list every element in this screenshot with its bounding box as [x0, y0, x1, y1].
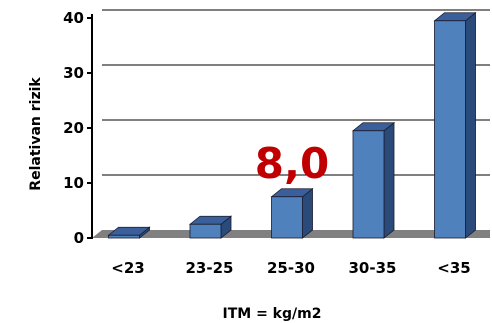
x-tick-label-2: 25-30: [267, 259, 315, 277]
x-tick-labels: <23 23-25 25-30 30-35 <35: [111, 259, 470, 277]
bar-3: [351, 121, 396, 239]
x-tick-label-3: 30-35: [349, 259, 397, 277]
x-tick-label-1: 23-25: [186, 259, 234, 277]
bar-front-1: [189, 223, 222, 239]
bar-4: [433, 11, 477, 239]
bar-front-0: [108, 234, 140, 239]
bar-side-4: [465, 11, 476, 239]
y-tick-label-30: 30: [63, 64, 84, 82]
bar-0: [107, 226, 151, 239]
bar-side-3: [383, 121, 395, 239]
bar-2: [270, 187, 314, 239]
bar-side-2: [302, 187, 313, 239]
y-axis-title: Relativan rizik: [28, 77, 44, 191]
x-tick-label-0: <23: [111, 259, 144, 277]
bar-1: [188, 215, 233, 239]
y-tick-label-0: 0: [74, 229, 84, 247]
gridlines: [102, 9, 490, 176]
bar-front-4: [434, 20, 466, 239]
y-tick-label-20: 20: [63, 119, 84, 137]
x-axis-title: ITM = kg/m2: [223, 306, 322, 322]
bars: [107, 11, 477, 239]
y-tick-label-40: 40: [63, 9, 84, 27]
y-ticks: 0 10 20 30 40: [63, 9, 92, 247]
bar-front-2: [271, 196, 303, 239]
bar-front-3: [352, 130, 385, 239]
y-tick-label-10: 10: [63, 174, 84, 192]
annotation-label: 8,0: [255, 139, 329, 188]
x-tick-label-4: <35: [437, 259, 470, 277]
